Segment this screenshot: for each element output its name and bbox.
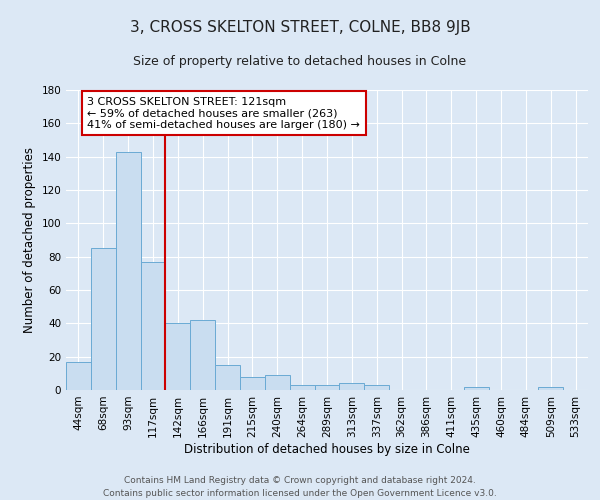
Bar <box>538 386 563 390</box>
Bar <box>290 385 314 390</box>
Bar <box>364 385 389 390</box>
Bar <box>314 385 340 390</box>
Text: Size of property relative to detached houses in Colne: Size of property relative to detached ho… <box>133 55 467 68</box>
Bar <box>140 262 166 390</box>
Bar <box>215 365 240 390</box>
Bar <box>91 248 116 390</box>
Bar <box>190 320 215 390</box>
Bar <box>66 362 91 390</box>
Text: 3, CROSS SKELTON STREET, COLNE, BB8 9JB: 3, CROSS SKELTON STREET, COLNE, BB8 9JB <box>130 20 470 35</box>
Text: 3 CROSS SKELTON STREET: 121sqm
← 59% of detached houses are smaller (263)
41% of: 3 CROSS SKELTON STREET: 121sqm ← 59% of … <box>87 96 360 130</box>
X-axis label: Distribution of detached houses by size in Colne: Distribution of detached houses by size … <box>184 442 470 456</box>
Bar <box>265 375 290 390</box>
Y-axis label: Number of detached properties: Number of detached properties <box>23 147 36 333</box>
Bar <box>116 152 140 390</box>
Bar <box>166 324 190 390</box>
Bar <box>464 386 488 390</box>
Bar <box>340 384 364 390</box>
Bar <box>240 376 265 390</box>
Text: Contains HM Land Registry data © Crown copyright and database right 2024.
Contai: Contains HM Land Registry data © Crown c… <box>103 476 497 498</box>
